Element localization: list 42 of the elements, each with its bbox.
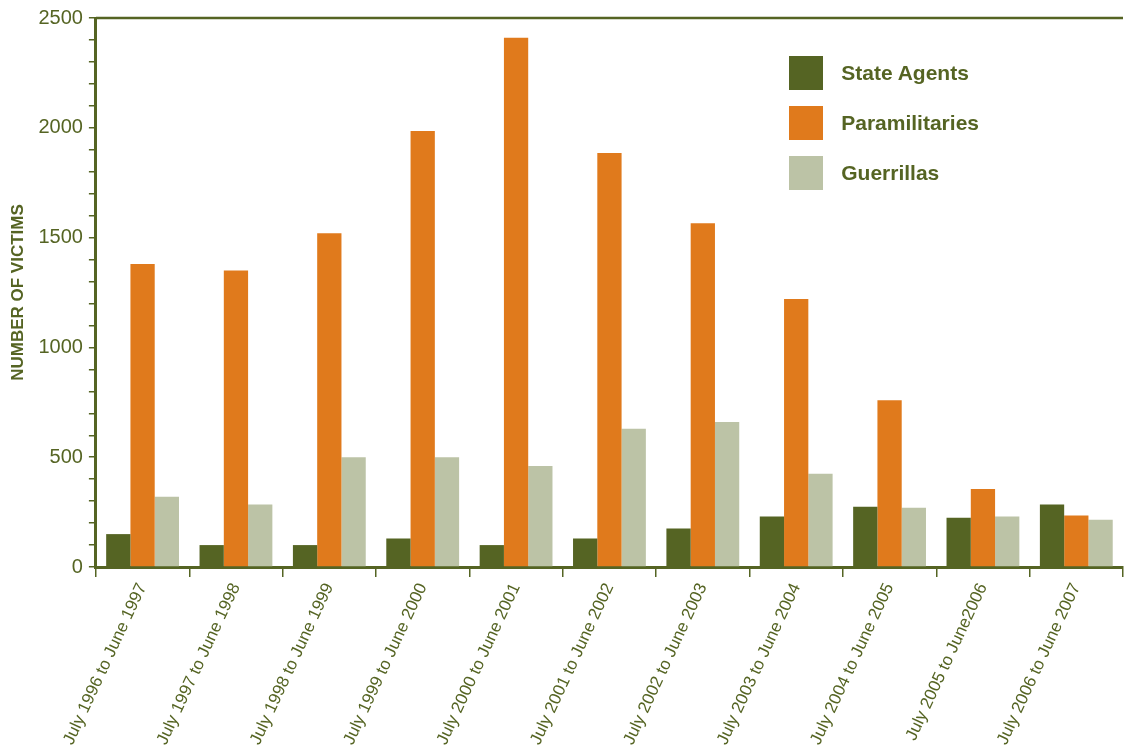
y-tick-label: 0 bbox=[71, 554, 83, 577]
bar bbox=[248, 504, 273, 567]
bar bbox=[714, 422, 740, 567]
x-tick-label: July 2000 to June 2001 bbox=[432, 580, 524, 748]
legend-label: State Agents bbox=[841, 61, 969, 85]
bar bbox=[995, 516, 1020, 567]
y-tick-label: 2500 bbox=[38, 5, 83, 28]
x-tick-label: July 2004 to June 2005 bbox=[805, 580, 898, 748]
bar bbox=[1088, 519, 1113, 567]
bar bbox=[784, 299, 809, 567]
bar bbox=[808, 473, 833, 567]
bar bbox=[877, 400, 902, 567]
y-axis-title: NUMBER OF VICTIMS bbox=[7, 204, 27, 381]
bar bbox=[970, 489, 996, 567]
x-tick-label: July 1998 to June 1999 bbox=[245, 580, 338, 748]
bar bbox=[690, 223, 715, 567]
bar bbox=[503, 37, 529, 567]
x-tick-label: July 2003 to June 2004 bbox=[712, 580, 805, 748]
y-tick-label: 2000 bbox=[38, 115, 83, 138]
bar bbox=[528, 466, 553, 567]
bar bbox=[130, 263, 155, 567]
y-tick-label: 500 bbox=[49, 444, 83, 467]
x-tick-label: July 1996 to June 1997 bbox=[58, 580, 151, 748]
bar bbox=[597, 153, 622, 567]
bar bbox=[223, 270, 249, 567]
x-tick-label: July 2006 to June 2007 bbox=[992, 580, 1085, 748]
x-tick-label: July 2001 to June 2002 bbox=[525, 580, 618, 748]
bar bbox=[317, 233, 342, 567]
legend-label: Paramilitaries bbox=[841, 111, 979, 135]
x-tick-label: July 1999 to June 2000 bbox=[339, 580, 431, 748]
bar bbox=[1064, 515, 1089, 567]
bar bbox=[901, 507, 926, 567]
bar bbox=[341, 457, 366, 567]
bar bbox=[154, 496, 179, 567]
x-tick-label: July 1997 to June 1998 bbox=[152, 580, 244, 748]
bar bbox=[410, 131, 435, 567]
x-tick-label: July 2002 to June 2003 bbox=[619, 580, 711, 748]
y-tick-label: 1500 bbox=[38, 225, 83, 248]
bar bbox=[621, 428, 646, 567]
legend-label: Guerrillas bbox=[841, 161, 940, 185]
bar bbox=[434, 457, 460, 567]
y-tick-label: 1000 bbox=[38, 334, 83, 357]
